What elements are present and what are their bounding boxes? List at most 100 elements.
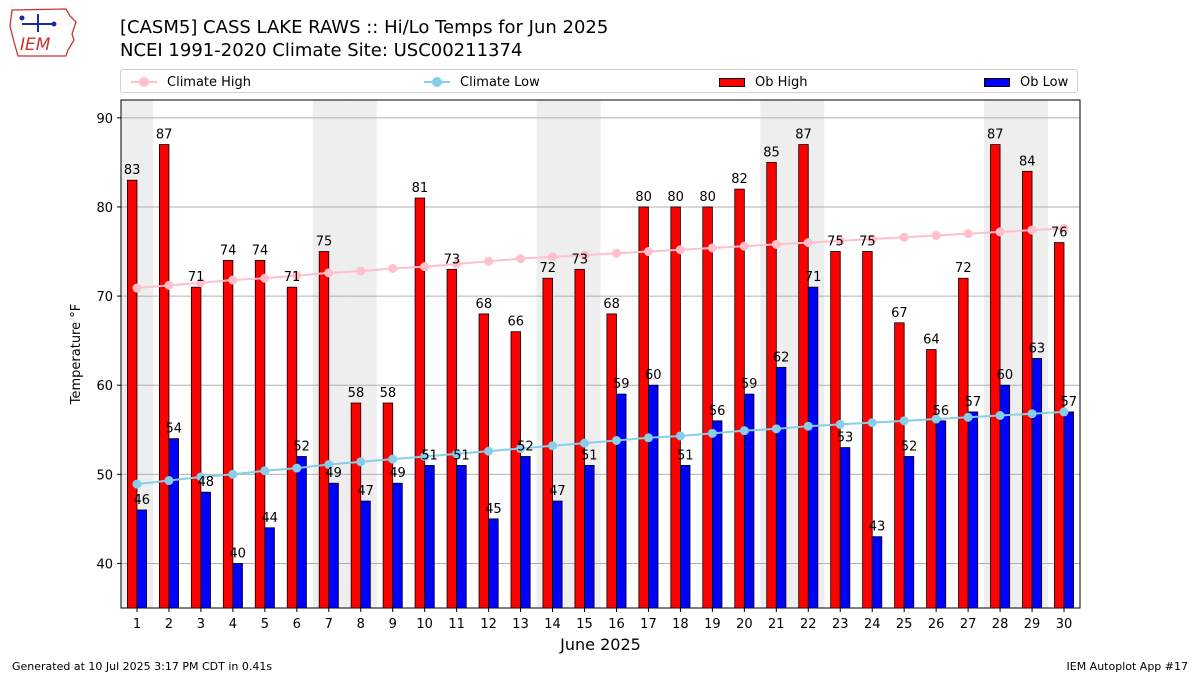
x-tick-label: 30 bbox=[1056, 617, 1073, 632]
bar-ob-low-day-22 bbox=[807, 286, 819, 609]
legend-label-climate-low: Climate Low bbox=[460, 74, 540, 90]
bar-ob-high-day-11 bbox=[446, 268, 458, 609]
point-climate-low-day-6 bbox=[292, 463, 302, 473]
x-tick-label: 16 bbox=[608, 617, 625, 632]
bar-ob-low-day-19 bbox=[711, 420, 723, 609]
label-ob-high: 75 bbox=[827, 235, 844, 250]
x-tick-label: 25 bbox=[896, 617, 913, 632]
point-climate-high-day-23 bbox=[835, 236, 845, 246]
label-ob-low: 71 bbox=[805, 270, 822, 285]
legend-item-ob-low: Ob Low bbox=[984, 74, 1068, 90]
legend-item-climate-high: Climate High bbox=[131, 74, 251, 90]
bar-ob-low-day-5 bbox=[264, 527, 275, 609]
bar-ob-high-day-22 bbox=[798, 144, 809, 609]
point-climate-high-day-18 bbox=[675, 245, 685, 255]
x-tick-label: 3 bbox=[197, 617, 205, 632]
x-tick-label: 15 bbox=[576, 617, 593, 632]
point-climate-low-day-4 bbox=[228, 469, 238, 479]
label-ob-high: 67 bbox=[891, 306, 908, 321]
bar-ob-high-day-25 bbox=[894, 322, 905, 609]
label-ob-low: 47 bbox=[357, 484, 374, 499]
point-climate-high-day-29 bbox=[1027, 225, 1037, 235]
bar-ob-high-day-26 bbox=[926, 349, 937, 609]
point-climate-low-day-7 bbox=[324, 460, 334, 470]
bar-ob-low-day-24 bbox=[871, 536, 883, 609]
bar-ob-high-day-1 bbox=[126, 179, 138, 609]
point-climate-low-day-28 bbox=[995, 410, 1005, 420]
label-ob-low: 51 bbox=[421, 448, 438, 463]
label-ob-low: 57 bbox=[965, 395, 982, 410]
weekend-band-day-1 bbox=[121, 100, 153, 608]
x-tick-label: 1 bbox=[133, 617, 141, 632]
point-climate-low-day-25 bbox=[899, 416, 909, 426]
bar-ob-low-day-2 bbox=[168, 438, 179, 609]
bar-ob-high-day-30 bbox=[1054, 242, 1065, 609]
bar-ob-high-day-10 bbox=[414, 197, 426, 609]
legend-item-climate-low: Climate Low bbox=[424, 74, 540, 90]
bar-ob-low-day-18 bbox=[680, 465, 691, 609]
y-tick-label: 60 bbox=[96, 379, 113, 394]
label-ob-high: 73 bbox=[571, 252, 588, 267]
bar-ob-high-day-19 bbox=[702, 206, 713, 609]
bar-ob-low-day-16 bbox=[616, 393, 627, 609]
bar-ob-high-day-5 bbox=[254, 260, 266, 609]
x-tick-label: 12 bbox=[480, 617, 497, 632]
x-tick-label: 8 bbox=[357, 617, 365, 632]
label-ob-high: 64 bbox=[923, 333, 940, 348]
x-tick-label: 29 bbox=[1024, 617, 1041, 632]
label-ob-low: 52 bbox=[901, 439, 918, 454]
iem-logo: IEM bbox=[9, 8, 77, 57]
bar-ob-low-day-20 bbox=[743, 393, 755, 609]
label-ob-low: 45 bbox=[485, 502, 502, 517]
label-ob-low: 59 bbox=[741, 377, 758, 392]
label-ob-low: 43 bbox=[869, 520, 886, 535]
label-ob-high: 73 bbox=[444, 252, 461, 267]
weekend-band-day-21 bbox=[760, 100, 793, 608]
legend-label-climate-high: Climate High bbox=[167, 74, 252, 90]
weekend-band-day-7 bbox=[312, 100, 345, 608]
point-climate-high-day-16 bbox=[611, 248, 621, 258]
bar-ob-low-day-10 bbox=[424, 465, 435, 609]
point-climate-low-day-23 bbox=[835, 419, 845, 429]
x-tick-label: 28 bbox=[992, 617, 1009, 632]
label-ob-high: 87 bbox=[987, 128, 1004, 143]
generated-timestamp: Generated at 10 Jul 2025 3:17 PM CDT in … bbox=[12, 660, 273, 673]
point-climate-low-day-10 bbox=[420, 451, 430, 461]
label-ob-high: 75 bbox=[859, 235, 876, 250]
bar-ob-low-day-11 bbox=[456, 465, 467, 609]
bar-ob-low-day-6 bbox=[296, 456, 307, 609]
bar-ob-low-day-26 bbox=[935, 420, 947, 609]
label-ob-high: 68 bbox=[603, 297, 620, 312]
weekend-band-day-14 bbox=[536, 100, 569, 608]
point-climate-high-day-15 bbox=[580, 250, 590, 260]
bar-ob-high-day-15 bbox=[574, 268, 585, 609]
bar-ob-low-day-4 bbox=[232, 563, 243, 609]
label-ob-high: 72 bbox=[539, 261, 556, 276]
point-climate-low-day-3 bbox=[196, 472, 206, 482]
bar-ob-high-day-16 bbox=[606, 313, 617, 609]
label-ob-low: 56 bbox=[709, 404, 726, 419]
label-ob-low: 62 bbox=[773, 350, 790, 365]
point-climate-low-day-21 bbox=[771, 424, 781, 434]
label-ob-high: 80 bbox=[667, 190, 684, 205]
weekend-band-day-28 bbox=[984, 100, 1017, 608]
bar-ob-low-day-28 bbox=[999, 384, 1011, 609]
label-ob-low: 51 bbox=[453, 448, 470, 463]
x-tick-label: 23 bbox=[832, 617, 849, 632]
bar-ob-high-day-9 bbox=[382, 402, 394, 609]
x-axis-title: June 2025 bbox=[559, 635, 641, 654]
x-tick-label: 2 bbox=[165, 617, 173, 632]
point-climate-high-day-26 bbox=[931, 230, 941, 240]
chart-title: [CASM5] CASS LAKE RAWS :: Hi/Lo Temps fo… bbox=[120, 17, 609, 38]
label-ob-high: 83 bbox=[124, 163, 141, 178]
legend-label-ob-low: Ob Low bbox=[1020, 74, 1069, 90]
bar-ob-low-day-9 bbox=[392, 482, 403, 609]
weekend-band-day-22 bbox=[792, 100, 825, 608]
point-climate-low-day-24 bbox=[867, 418, 877, 428]
x-tick-label: 5 bbox=[261, 617, 269, 632]
y-tick-label: 40 bbox=[96, 557, 113, 572]
bars bbox=[126, 144, 1075, 609]
bar-ob-low-day-23 bbox=[839, 447, 851, 609]
label-ob-low: 40 bbox=[229, 546, 246, 561]
point-climate-low-day-19 bbox=[707, 428, 717, 438]
